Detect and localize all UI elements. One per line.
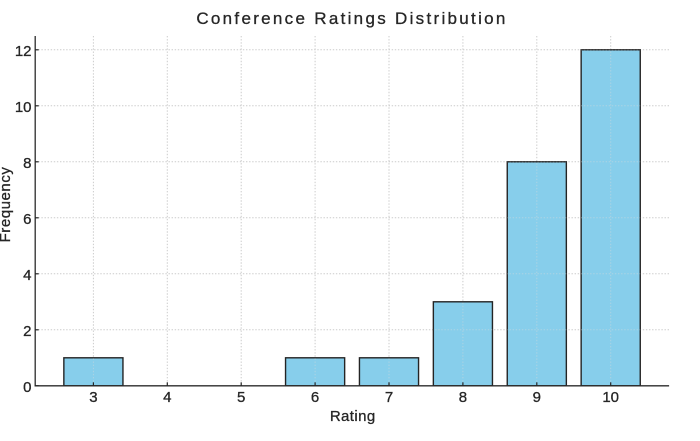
svg-text:5: 5 xyxy=(237,389,245,406)
svg-text:Conference Ratings Distributio: Conference Ratings Distribution xyxy=(196,9,507,28)
svg-text:4: 4 xyxy=(23,267,31,284)
svg-text:7: 7 xyxy=(385,389,393,406)
svg-text:Rating: Rating xyxy=(330,408,376,425)
svg-text:6: 6 xyxy=(311,389,319,406)
svg-text:8: 8 xyxy=(23,155,31,172)
svg-text:3: 3 xyxy=(89,389,97,406)
svg-text:2: 2 xyxy=(23,323,31,340)
svg-text:10: 10 xyxy=(15,99,32,116)
svg-text:8: 8 xyxy=(459,389,467,406)
svg-text:12: 12 xyxy=(15,43,32,60)
svg-text:9: 9 xyxy=(533,389,541,406)
svg-text:4: 4 xyxy=(163,389,171,406)
svg-text:Frequency: Frequency xyxy=(0,167,14,243)
svg-text:0: 0 xyxy=(23,379,31,396)
svg-text:6: 6 xyxy=(23,211,31,228)
svg-text:10: 10 xyxy=(602,389,619,406)
